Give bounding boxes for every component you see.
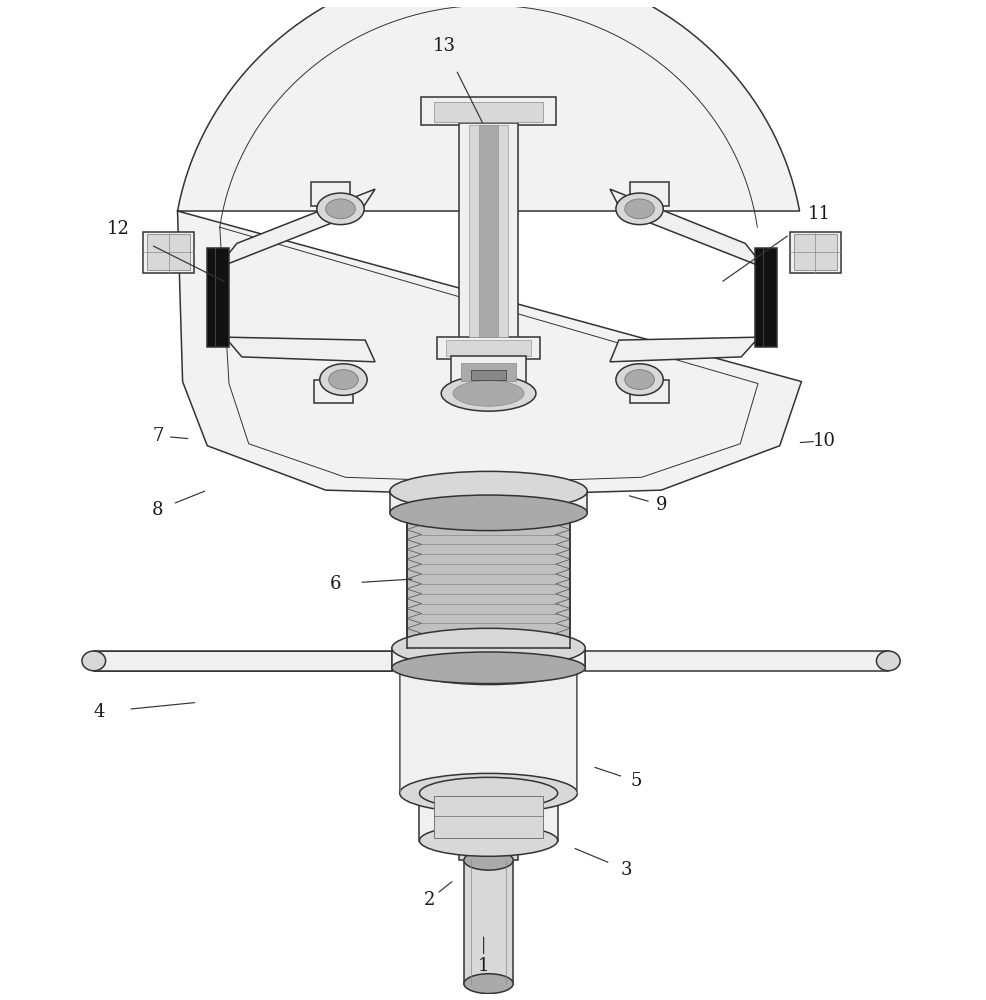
Bar [311,182,350,206]
Bar [147,234,190,270]
Ellipse shape [328,370,358,389]
Ellipse shape [458,833,518,852]
Ellipse shape [453,381,524,406]
Ellipse shape [624,199,654,219]
Bar [793,234,836,270]
Ellipse shape [319,364,367,395]
Polygon shape [177,0,801,495]
Ellipse shape [419,777,557,809]
Bar [458,123,518,342]
Bar [437,337,539,359]
Bar [478,125,498,337]
Bar [468,125,508,337]
Bar [446,340,530,356]
Ellipse shape [389,471,587,511]
Text: 3: 3 [620,861,632,879]
Bar [421,97,555,125]
Bar [789,232,840,273]
Bar [314,380,353,403]
Text: 11: 11 [807,205,830,223]
Text: 13: 13 [432,37,456,55]
Ellipse shape [317,193,364,225]
Bar [585,651,887,671]
Ellipse shape [325,199,355,219]
Text: 7: 7 [152,427,164,445]
Text: 6: 6 [329,575,341,593]
Bar [391,648,585,668]
Polygon shape [609,189,764,268]
Ellipse shape [82,651,106,671]
Ellipse shape [399,645,577,685]
Ellipse shape [615,193,663,225]
Bar [451,356,526,384]
Bar [94,651,391,671]
Bar [419,793,557,841]
Ellipse shape [441,376,535,411]
Polygon shape [225,337,375,362]
Text: 10: 10 [811,432,835,450]
Text: 4: 4 [93,703,105,721]
Ellipse shape [624,370,654,389]
Bar [207,248,229,347]
Ellipse shape [463,850,513,870]
Bar [458,842,518,860]
Polygon shape [609,337,758,362]
Text: 5: 5 [630,772,642,790]
Ellipse shape [876,651,899,671]
Ellipse shape [391,652,585,684]
Ellipse shape [391,628,585,668]
Bar [463,860,513,984]
Bar [143,232,194,273]
Bar [470,370,506,380]
Text: 2: 2 [423,891,435,909]
Bar [629,380,669,403]
Bar [399,665,577,793]
Bar [629,182,669,206]
Ellipse shape [399,773,577,813]
Bar [434,102,542,122]
Text: 12: 12 [106,220,130,238]
Ellipse shape [615,364,663,395]
Bar [434,796,542,838]
Text: 1: 1 [477,957,489,975]
Bar [460,363,516,381]
Bar [754,248,776,347]
Bar [406,510,570,648]
Ellipse shape [463,974,513,994]
Text: 9: 9 [655,496,667,514]
Text: 8: 8 [152,501,164,519]
Ellipse shape [389,495,587,531]
Ellipse shape [419,825,557,856]
Bar [389,491,587,513]
Polygon shape [217,189,375,268]
